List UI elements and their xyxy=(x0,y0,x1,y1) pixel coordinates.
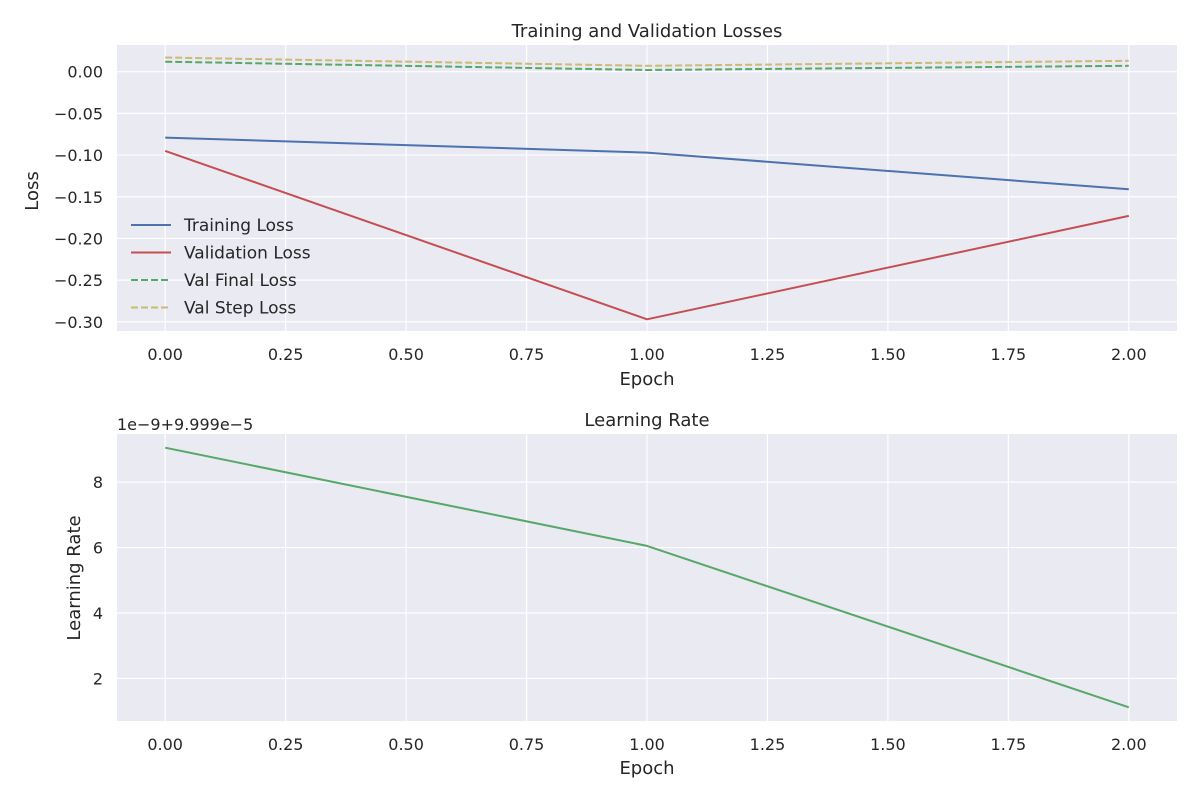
lr-y-axis-label: Learning Rate xyxy=(64,515,85,640)
loss-y-axis-label: Loss xyxy=(22,171,43,210)
loss-series xyxy=(164,56,1130,321)
lr-y-ticks: 2 4 6 8 xyxy=(93,473,103,688)
lr-y-tick-label: 8 xyxy=(93,473,103,492)
loss-x-tick-label: 0.75 xyxy=(509,345,545,364)
learning-rate-chart: 0.00 0.25 0.50 0.75 1.00 1.25 1.50 1.75 2.00 2 4 6… xyxy=(64,410,1177,779)
lr-x-tick-label: 0.00 xyxy=(147,735,183,754)
training-loss-line xyxy=(165,136,1129,191)
loss-x-tick-label: 0.50 xyxy=(388,345,424,364)
learning-rate-line xyxy=(165,446,1130,709)
lr-y-tick-label: 4 xyxy=(93,604,103,623)
legend-training-loss-label: Training Loss xyxy=(183,216,294,236)
loss-y-tick-label: 0.00 xyxy=(67,63,103,82)
val-step-loss-line xyxy=(165,56,1129,67)
lr-series xyxy=(165,446,1130,709)
lr-x-tick-label: 1.50 xyxy=(870,735,906,754)
lr-x-tick-label: 1.75 xyxy=(991,735,1027,754)
lr-x-tick-label: 0.50 xyxy=(388,735,424,754)
lr-gridlines xyxy=(117,434,1177,721)
loss-gridlines xyxy=(117,45,1177,331)
lr-y-offset-label: 1e−9+9.999e−5 xyxy=(117,415,253,434)
loss-x-tick-label: 1.75 xyxy=(991,345,1027,364)
legend-validation-loss-label: Validation Loss xyxy=(184,244,311,264)
loss-y-tick-label: −0.20 xyxy=(54,229,103,248)
lr-x-tick-label: 0.25 xyxy=(268,735,304,754)
loss-x-ticks: 0.00 0.25 0.50 0.75 1.00 1.25 1.50 1.75 2.00 xyxy=(147,345,1146,364)
loss-x-tick-label: 0.25 xyxy=(268,345,304,364)
loss-x-axis-label: Epoch xyxy=(619,369,674,390)
loss-y-tick-label: −0.10 xyxy=(54,146,103,165)
lr-x-tick-label: 2.00 xyxy=(1111,735,1147,754)
lr-x-tick-label: 0.75 xyxy=(509,735,545,754)
loss-chart: 0.00 0.25 0.50 0.75 1.00 1.25 1.50 1.75 2.00 0.0… xyxy=(22,21,1177,390)
loss-x-tick-label: 1.00 xyxy=(629,345,665,364)
lr-x-ticks: 0.00 0.25 0.50 0.75 1.00 1.25 1.50 1.75 2.00 xyxy=(147,735,1146,754)
loss-x-tick-label: 1.25 xyxy=(750,345,786,364)
validation-loss-line xyxy=(164,149,1130,321)
lr-y-tick-label: 6 xyxy=(93,539,103,558)
loss-y-tick-label: −0.30 xyxy=(54,313,103,332)
legend-val-step-loss-label: Val Step Loss xyxy=(184,299,296,319)
loss-x-tick-label: 0.00 xyxy=(147,345,183,364)
loss-x-tick-label: 2.00 xyxy=(1111,345,1147,364)
loss-y-ticks: 0.00 −0.05 −0.10 −0.15 −0.20 −0.25 −0.30 xyxy=(54,63,103,332)
lr-x-axis-label: Epoch xyxy=(619,758,674,779)
loss-x-tick-label: 1.50 xyxy=(870,345,906,364)
loss-y-tick-label: −0.25 xyxy=(54,271,103,290)
lr-x-tick-label: 1.25 xyxy=(750,735,786,754)
lr-x-tick-label: 1.00 xyxy=(629,735,665,754)
loss-y-tick-label: −0.05 xyxy=(54,104,103,123)
lr-y-tick-label: 2 xyxy=(93,669,103,688)
lr-chart-title: Learning Rate xyxy=(584,410,709,431)
loss-chart-title: Training and Validation Losses xyxy=(511,21,783,42)
loss-legend: Training Loss Validation Loss Val Final Lo… xyxy=(131,216,311,319)
val-final-loss-line xyxy=(165,60,1129,71)
legend-val-final-loss-label: Val Final Loss xyxy=(184,271,297,291)
loss-y-tick-label: −0.15 xyxy=(54,188,103,207)
